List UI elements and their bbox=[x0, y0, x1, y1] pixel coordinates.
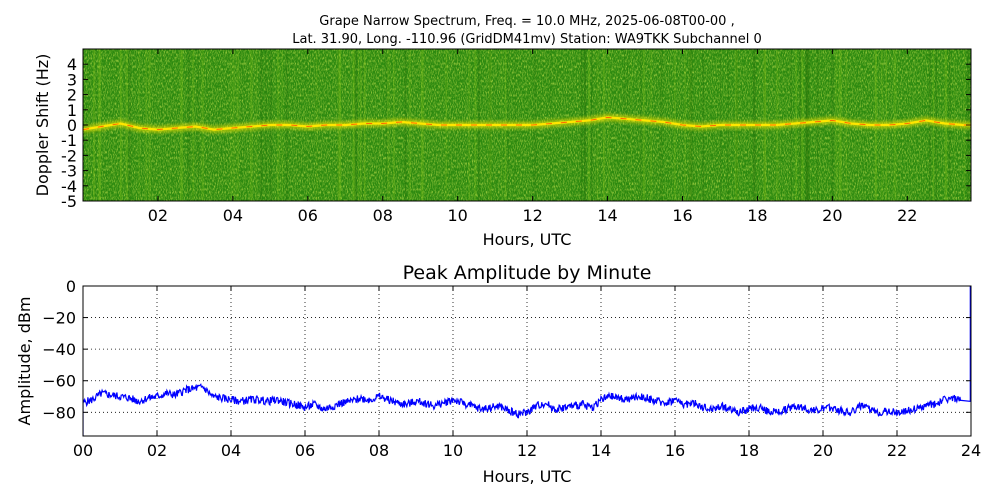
spectrogram-striation bbox=[642, 49, 644, 201]
amplitude-x-tick-label: 04 bbox=[221, 441, 241, 460]
spectrogram-y-tick-label: -2 bbox=[61, 146, 77, 165]
amplitude-y-ticks: 0 −20 −40 −60 −80 bbox=[42, 277, 971, 422]
amplitude-series-line bbox=[83, 286, 971, 436]
spectrogram-x-tick-label: 18 bbox=[747, 206, 767, 225]
spectrogram-x-tick-label: 16 bbox=[672, 206, 692, 225]
amplitude-x-tick-label: 06 bbox=[295, 441, 315, 460]
spectrogram-striation bbox=[624, 49, 625, 201]
spectrogram-striation bbox=[146, 49, 147, 201]
spectrogram-striation bbox=[644, 49, 645, 201]
amplitude-x-tick-label: 08 bbox=[369, 441, 389, 460]
amplitude-x-tick-label: 16 bbox=[665, 441, 685, 460]
amplitude-x-tick-label: 22 bbox=[887, 441, 907, 460]
spectrogram-y-tick-label: -5 bbox=[61, 192, 77, 211]
amplitude-y-tick-label: −60 bbox=[42, 372, 76, 391]
amplitude-ylabel: Amplitude, dBm bbox=[15, 297, 34, 426]
spectrogram-x-tick-label: 20 bbox=[822, 206, 842, 225]
spectrogram-y-tick-label: -4 bbox=[61, 177, 77, 196]
amplitude-panel: Peak Amplitude by Minute 00 02 04 06 08 10 12 1… bbox=[15, 262, 981, 486]
amplitude-x-ticks: 00 02 04 06 08 10 12 14 16 18 20 22 24 bbox=[73, 286, 981, 460]
figure-title-line1: Grape Narrow Spectrum, Freq. = 10.0 MHz,… bbox=[319, 14, 734, 29]
spectrogram-y-tick-label: -3 bbox=[61, 162, 77, 181]
spectrogram-striation bbox=[596, 49, 597, 201]
spectrogram-x-tick-label: 04 bbox=[223, 206, 243, 225]
spectrogram-striation bbox=[591, 49, 593, 201]
spectrogram-x-tick-label: 14 bbox=[597, 206, 617, 225]
spectrogram-striation bbox=[584, 49, 586, 201]
amplitude-x-tick-label: 10 bbox=[443, 441, 463, 460]
spectrogram-y-tick-label: -1 bbox=[61, 131, 77, 150]
amplitude-xlabel: Hours, UTC bbox=[483, 467, 572, 486]
spectrogram-striation bbox=[88, 49, 90, 201]
amplitude-x-tick-label: 00 bbox=[73, 441, 93, 460]
carrier-signal-peak bbox=[83, 116, 971, 131]
spectrogram-ylabel: Doppler Shift (Hz) bbox=[33, 54, 52, 197]
spectrogram-striation bbox=[596, 49, 599, 201]
amplitude-x-tick-label: 24 bbox=[961, 441, 981, 460]
spectrogram-xlabel: Hours, UTC bbox=[483, 230, 572, 249]
spectrogram-x-ticks: 02 04 06 08 10 12 14 16 18 20 22 bbox=[148, 49, 917, 225]
figure-title-line2: Lat. 31.90, Long. -110.96 (GridDM41mv) S… bbox=[292, 32, 762, 47]
amplitude-x-tick-label: 02 bbox=[147, 441, 167, 460]
spectrogram-striation bbox=[584, 49, 587, 201]
spectrogram-y-tick-label: 0 bbox=[67, 116, 77, 135]
spectrogram-y-tick-label: 1 bbox=[67, 101, 77, 120]
amplitude-title: Peak Amplitude by Minute bbox=[403, 262, 652, 284]
amplitude-y-tick-label: −40 bbox=[42, 340, 76, 359]
spectrogram-x-tick-label: 10 bbox=[448, 206, 468, 225]
spectrogram-striation bbox=[627, 49, 628, 201]
spectrogram-striation bbox=[650, 49, 653, 201]
spectrogram-striation bbox=[602, 49, 605, 201]
spectrogram-x-tick-label: 12 bbox=[522, 206, 542, 225]
spectrogram-y-tick-label: 2 bbox=[67, 86, 77, 105]
amplitude-y-tick-label: 0 bbox=[66, 277, 76, 296]
spectrogram-x-tick-label: 06 bbox=[298, 206, 318, 225]
spectrogram-y-tick-label: 3 bbox=[67, 70, 77, 89]
amplitude-y-tick-label: −80 bbox=[42, 403, 76, 422]
amplitude-x-tick-label: 12 bbox=[517, 441, 537, 460]
spectrogram-striation bbox=[640, 49, 643, 201]
spectrogram-y-tick-label: 4 bbox=[67, 55, 77, 74]
spectrogram-striation bbox=[580, 49, 583, 201]
amplitude-x-tick-label: 20 bbox=[813, 441, 833, 460]
spectrogram-striation bbox=[831, 49, 834, 201]
spectrogram-x-tick-label: 02 bbox=[148, 206, 168, 225]
spectrogram-x-tick-label: 22 bbox=[897, 206, 917, 225]
spectrogram-striation bbox=[607, 49, 610, 201]
spectrogram-striation bbox=[148, 49, 151, 201]
spectrogram-striation bbox=[588, 49, 590, 201]
spectrogram-striation bbox=[145, 49, 147, 201]
amplitude-x-tick-label: 14 bbox=[591, 441, 611, 460]
spectrogram-striation bbox=[929, 49, 931, 201]
spectrogram-striation bbox=[835, 49, 838, 201]
spectrogram-x-tick-label: 08 bbox=[373, 206, 393, 225]
amplitude-x-tick-label: 18 bbox=[739, 441, 759, 460]
spectrogram-striation bbox=[631, 49, 632, 201]
amplitude-y-tick-label: −20 bbox=[42, 309, 76, 328]
